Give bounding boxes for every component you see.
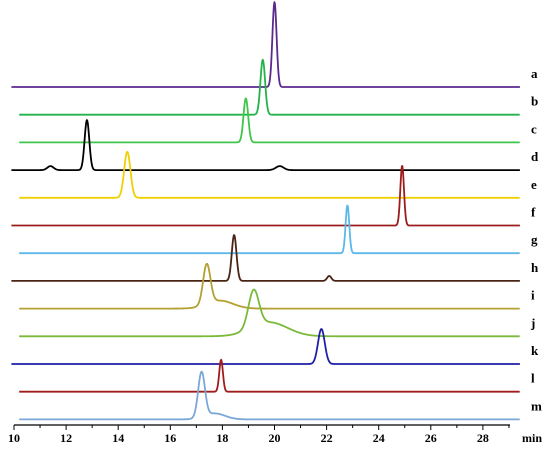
trace-a (11, 1, 521, 88)
x-axis: 10 12 14 16 18 20 22 24 26 28 min (8, 424, 542, 445)
trace-e (18, 150, 521, 199)
trace-label-d: d (531, 149, 539, 164)
trace-label-f: f (531, 205, 536, 220)
x-tick-label: 24 (373, 431, 385, 445)
x-tick-label: 22 (321, 431, 333, 445)
trace-f (11, 165, 521, 227)
trace-j (18, 288, 521, 338)
x-tick-label: 16 (164, 431, 176, 445)
trace-d (11, 119, 521, 171)
x-tick-label: 26 (425, 431, 437, 445)
trace-label-a: a (531, 66, 538, 81)
trace-l (18, 358, 521, 393)
trace-label-j: j (530, 315, 535, 330)
trace-g (18, 204, 521, 255)
trace-label-c: c (531, 121, 537, 136)
trace-i (18, 262, 521, 310)
trace-label-h: h (531, 260, 539, 275)
x-tick-label: 10 (8, 431, 20, 445)
x-tick-label: 12 (60, 431, 72, 445)
trace-m (18, 370, 521, 421)
x-axis-label: min (522, 431, 542, 445)
traces-group (11, 1, 521, 421)
x-tick-label: 14 (112, 431, 124, 445)
trace-k (11, 328, 521, 365)
x-tick-label: 18 (216, 431, 228, 445)
trace-label-b: b (531, 94, 538, 109)
trace-label-i: i (531, 288, 535, 303)
trace-c (18, 97, 521, 144)
trace-label-l: l (531, 371, 535, 386)
trace-b (18, 58, 521, 116)
x-tick-label: 20 (269, 431, 281, 445)
trace-label-e: e (531, 177, 537, 192)
trace-label-m: m (531, 398, 542, 413)
trace-label-g: g (531, 232, 538, 247)
trace-label-k: k (531, 343, 539, 358)
trace-h (11, 234, 521, 282)
x-tick-label: 28 (477, 431, 489, 445)
